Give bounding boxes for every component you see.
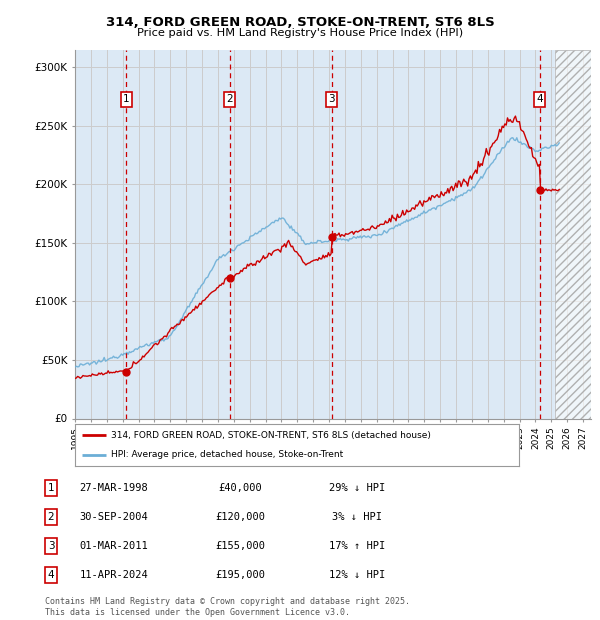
Text: Price paid vs. HM Land Registry's House Price Index (HPI): Price paid vs. HM Land Registry's House … <box>137 28 463 38</box>
Text: £195,000: £195,000 <box>215 570 265 580</box>
Text: 11-APR-2024: 11-APR-2024 <box>80 570 148 580</box>
Text: 4: 4 <box>536 94 543 104</box>
Text: 27-MAR-1998: 27-MAR-1998 <box>80 483 148 493</box>
Text: 3: 3 <box>47 541 55 551</box>
Text: £120,000: £120,000 <box>215 512 265 522</box>
Text: 2: 2 <box>47 512 55 522</box>
Text: 3% ↓ HPI: 3% ↓ HPI <box>332 512 382 522</box>
Text: 314, FORD GREEN ROAD, STOKE-ON-TRENT, ST6 8LS (detached house): 314, FORD GREEN ROAD, STOKE-ON-TRENT, ST… <box>110 431 430 440</box>
Text: 3: 3 <box>328 94 335 104</box>
Text: £155,000: £155,000 <box>215 541 265 551</box>
Text: 314, FORD GREEN ROAD, STOKE-ON-TRENT, ST6 8LS: 314, FORD GREEN ROAD, STOKE-ON-TRENT, ST… <box>106 16 494 29</box>
Text: 2: 2 <box>226 94 233 104</box>
Text: 30-SEP-2004: 30-SEP-2004 <box>80 512 148 522</box>
Text: HPI: Average price, detached house, Stoke-on-Trent: HPI: Average price, detached house, Stok… <box>110 450 343 459</box>
Bar <box>555 50 591 419</box>
Text: 17% ↑ HPI: 17% ↑ HPI <box>329 541 385 551</box>
Text: 01-MAR-2011: 01-MAR-2011 <box>80 541 148 551</box>
Bar <box>555 50 591 419</box>
Text: 1: 1 <box>47 483 55 493</box>
Text: 4: 4 <box>47 570 55 580</box>
Text: 1: 1 <box>123 94 130 104</box>
Text: Contains HM Land Registry data © Crown copyright and database right 2025.
This d: Contains HM Land Registry data © Crown c… <box>45 598 410 617</box>
Text: £40,000: £40,000 <box>218 483 262 493</box>
Text: 12% ↓ HPI: 12% ↓ HPI <box>329 570 385 580</box>
Text: 29% ↓ HPI: 29% ↓ HPI <box>329 483 385 493</box>
